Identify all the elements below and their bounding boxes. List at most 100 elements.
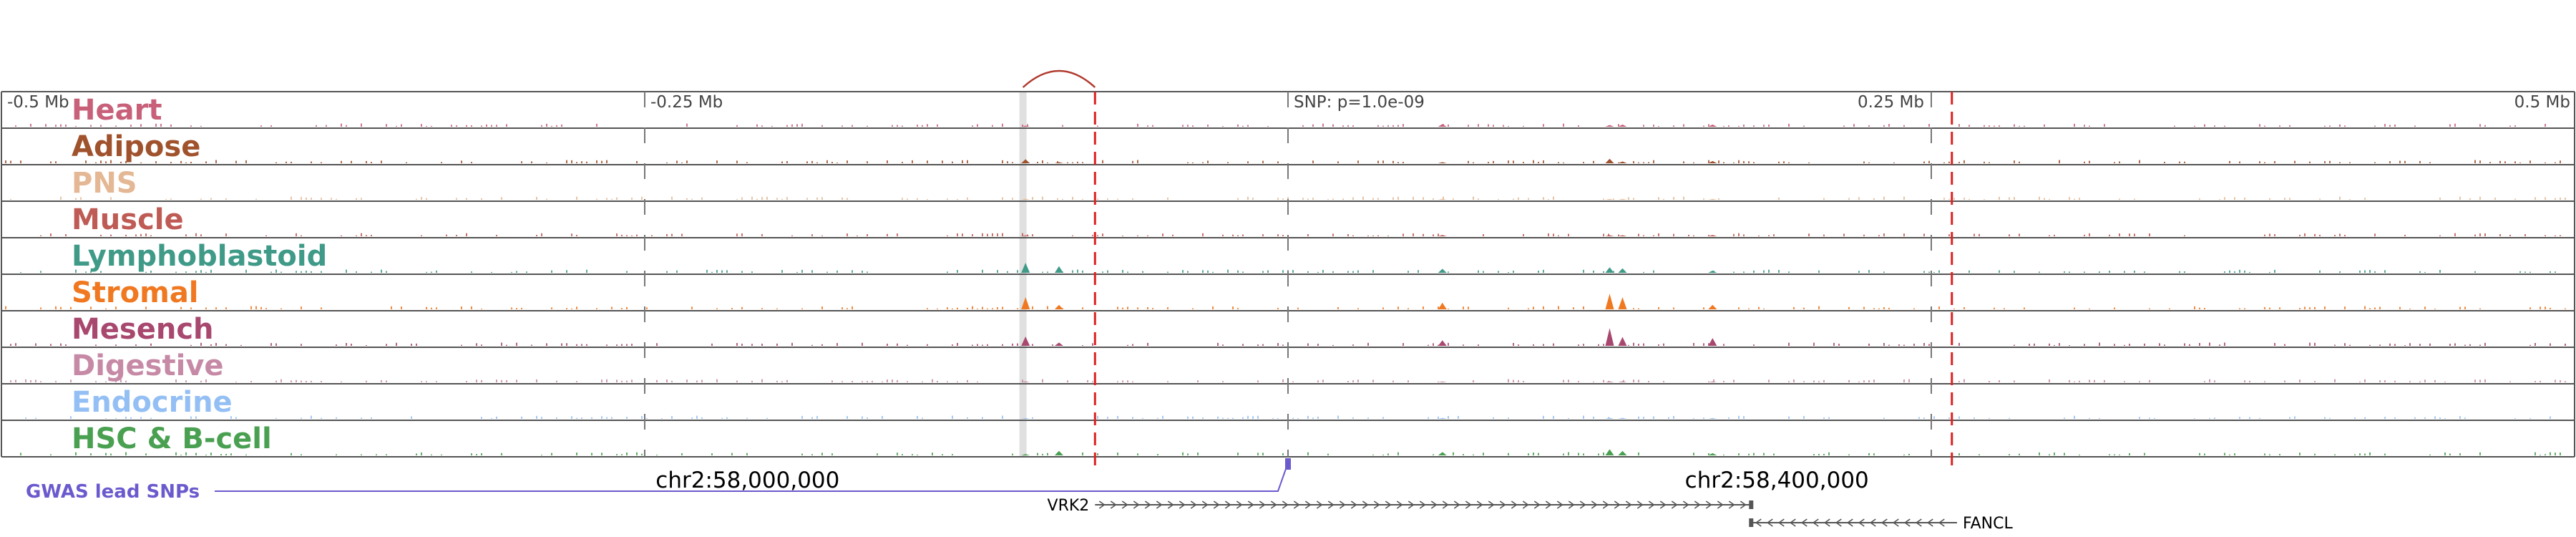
signal-peak [1605,449,1614,455]
signal-peak [1618,381,1627,382]
signal-noise [15,123,2546,127]
signal-peak [1605,381,1614,382]
signal-track-digestive [10,379,2566,382]
gene-label: FANCL [1963,515,2014,533]
signal-peak [1618,161,1627,163]
signal-peak [1708,198,1717,200]
signal-peak [1605,417,1614,419]
axis-tick-label: SNP: p=1.0e-09 [1294,93,1425,112]
gene-label: VRK2 [1048,497,1090,515]
track-label: HSC & B-cell [72,422,272,455]
signal-peak [1618,198,1627,200]
gene-fancl: FANCL [1749,515,2013,533]
signal-peak [1438,417,1447,419]
signal-peak [1708,270,1717,273]
gwas-connector-line [215,466,1287,492]
track-label: Adipose [72,130,200,163]
coordinate-and-gene-layer: chr2:58,000,000 chr2:58,400,000 GWAS lead … [26,458,2013,533]
signal-peak [1605,294,1614,309]
signal-peak [1708,304,1717,309]
signal-peak [1605,198,1614,200]
signal-peak [1708,160,1717,163]
signal-peak [1438,268,1447,273]
axis-tick-label: -0.5 Mb [7,93,69,112]
signal-peak [1605,235,1614,236]
signal-track-mesench [10,328,2566,346]
gwas-snp-marker [1285,458,1291,470]
signal-peak [1708,338,1717,346]
signal-peak [1438,124,1447,127]
track-label: Digestive [72,349,224,382]
signal-peak [1021,125,1030,127]
signal-peak [1021,198,1030,200]
track-label: Endocrine [72,386,233,419]
axis-tick-label: -0.25 Mb [650,93,723,112]
track-label: Mesench [72,313,214,346]
signal-track-adipose [5,158,2561,163]
signal-peak [1708,124,1717,127]
signal-peak [1618,235,1627,236]
signal-track-stromal [5,294,2566,309]
signal-noise [5,160,2561,163]
signal-tracks-layer [5,123,2566,455]
signal-peak [1708,453,1717,455]
signal-peak [1021,159,1030,163]
signal-peak [1054,450,1063,455]
signal-peak [1021,263,1030,273]
gene-exon [1749,500,1754,509]
track-label: Lymphoblastoid [72,240,327,273]
signal-peak [1618,296,1627,309]
signal-peak [1021,454,1030,455]
axis-tick-label: 0.5 Mb [2514,93,2570,112]
signal-peak [1605,125,1614,127]
signal-noise [25,415,2551,419]
signal-noise [10,342,2566,346]
axis-tick-layer: -0.5 Mb -0.25 Mb SNP: p=1.0e-09 0.25 Mb 0.5 … [7,92,2570,467]
signal-peak [1605,267,1614,273]
signal-peak [1021,417,1030,419]
track-label: Muscle [72,203,184,236]
signal-peak [1605,158,1614,163]
signal-peak [1438,452,1447,455]
track-frame-layer [1,91,2575,458]
signal-peak [1605,328,1614,346]
signal-peak [1618,268,1627,273]
gene-vrk2: VRK2 [1048,497,1754,515]
track-label: Heart [72,94,162,127]
gene-strand-chevrons [1098,500,1747,509]
signal-track-lymphoblastoid [20,263,2556,273]
gene-exon [1749,518,1754,527]
signal-peak [1438,302,1447,309]
signal-noise [5,306,2566,309]
signal-peak [1054,266,1063,273]
loop-arc [1022,69,1096,88]
axis-tick-label: 0.25 Mb [1858,93,1924,112]
signal-peak [1054,342,1063,346]
signal-peak [1618,337,1627,346]
coordinate-label: chr2:58,000,000 [655,468,839,493]
signal-noise [40,233,2561,236]
signal-peak [1021,296,1030,309]
signal-track-endocrine [25,415,2551,419]
signal-noise [20,452,2561,455]
signal-peak [1054,162,1063,163]
signal-peak [1021,381,1030,382]
signal-peak [1618,450,1627,455]
gwas-label: GWAS lead SNPs [26,481,200,503]
signal-track-heart [15,123,2546,127]
signal-track-hsc-b-cell [20,449,2561,455]
signal-peak [1438,235,1447,236]
signal-noise [10,379,2566,382]
gene-strand-chevrons [1755,518,1945,527]
signal-track-muscle [40,233,2561,236]
track-label: Stromal [72,276,199,309]
signal-track-pns [10,196,2566,200]
signal-peak [1618,124,1627,127]
track-label: PNS [72,167,137,200]
signal-peak [1438,162,1447,163]
signal-peak [1054,304,1063,309]
signal-peak [1618,417,1627,419]
signal-peak [1438,340,1447,346]
